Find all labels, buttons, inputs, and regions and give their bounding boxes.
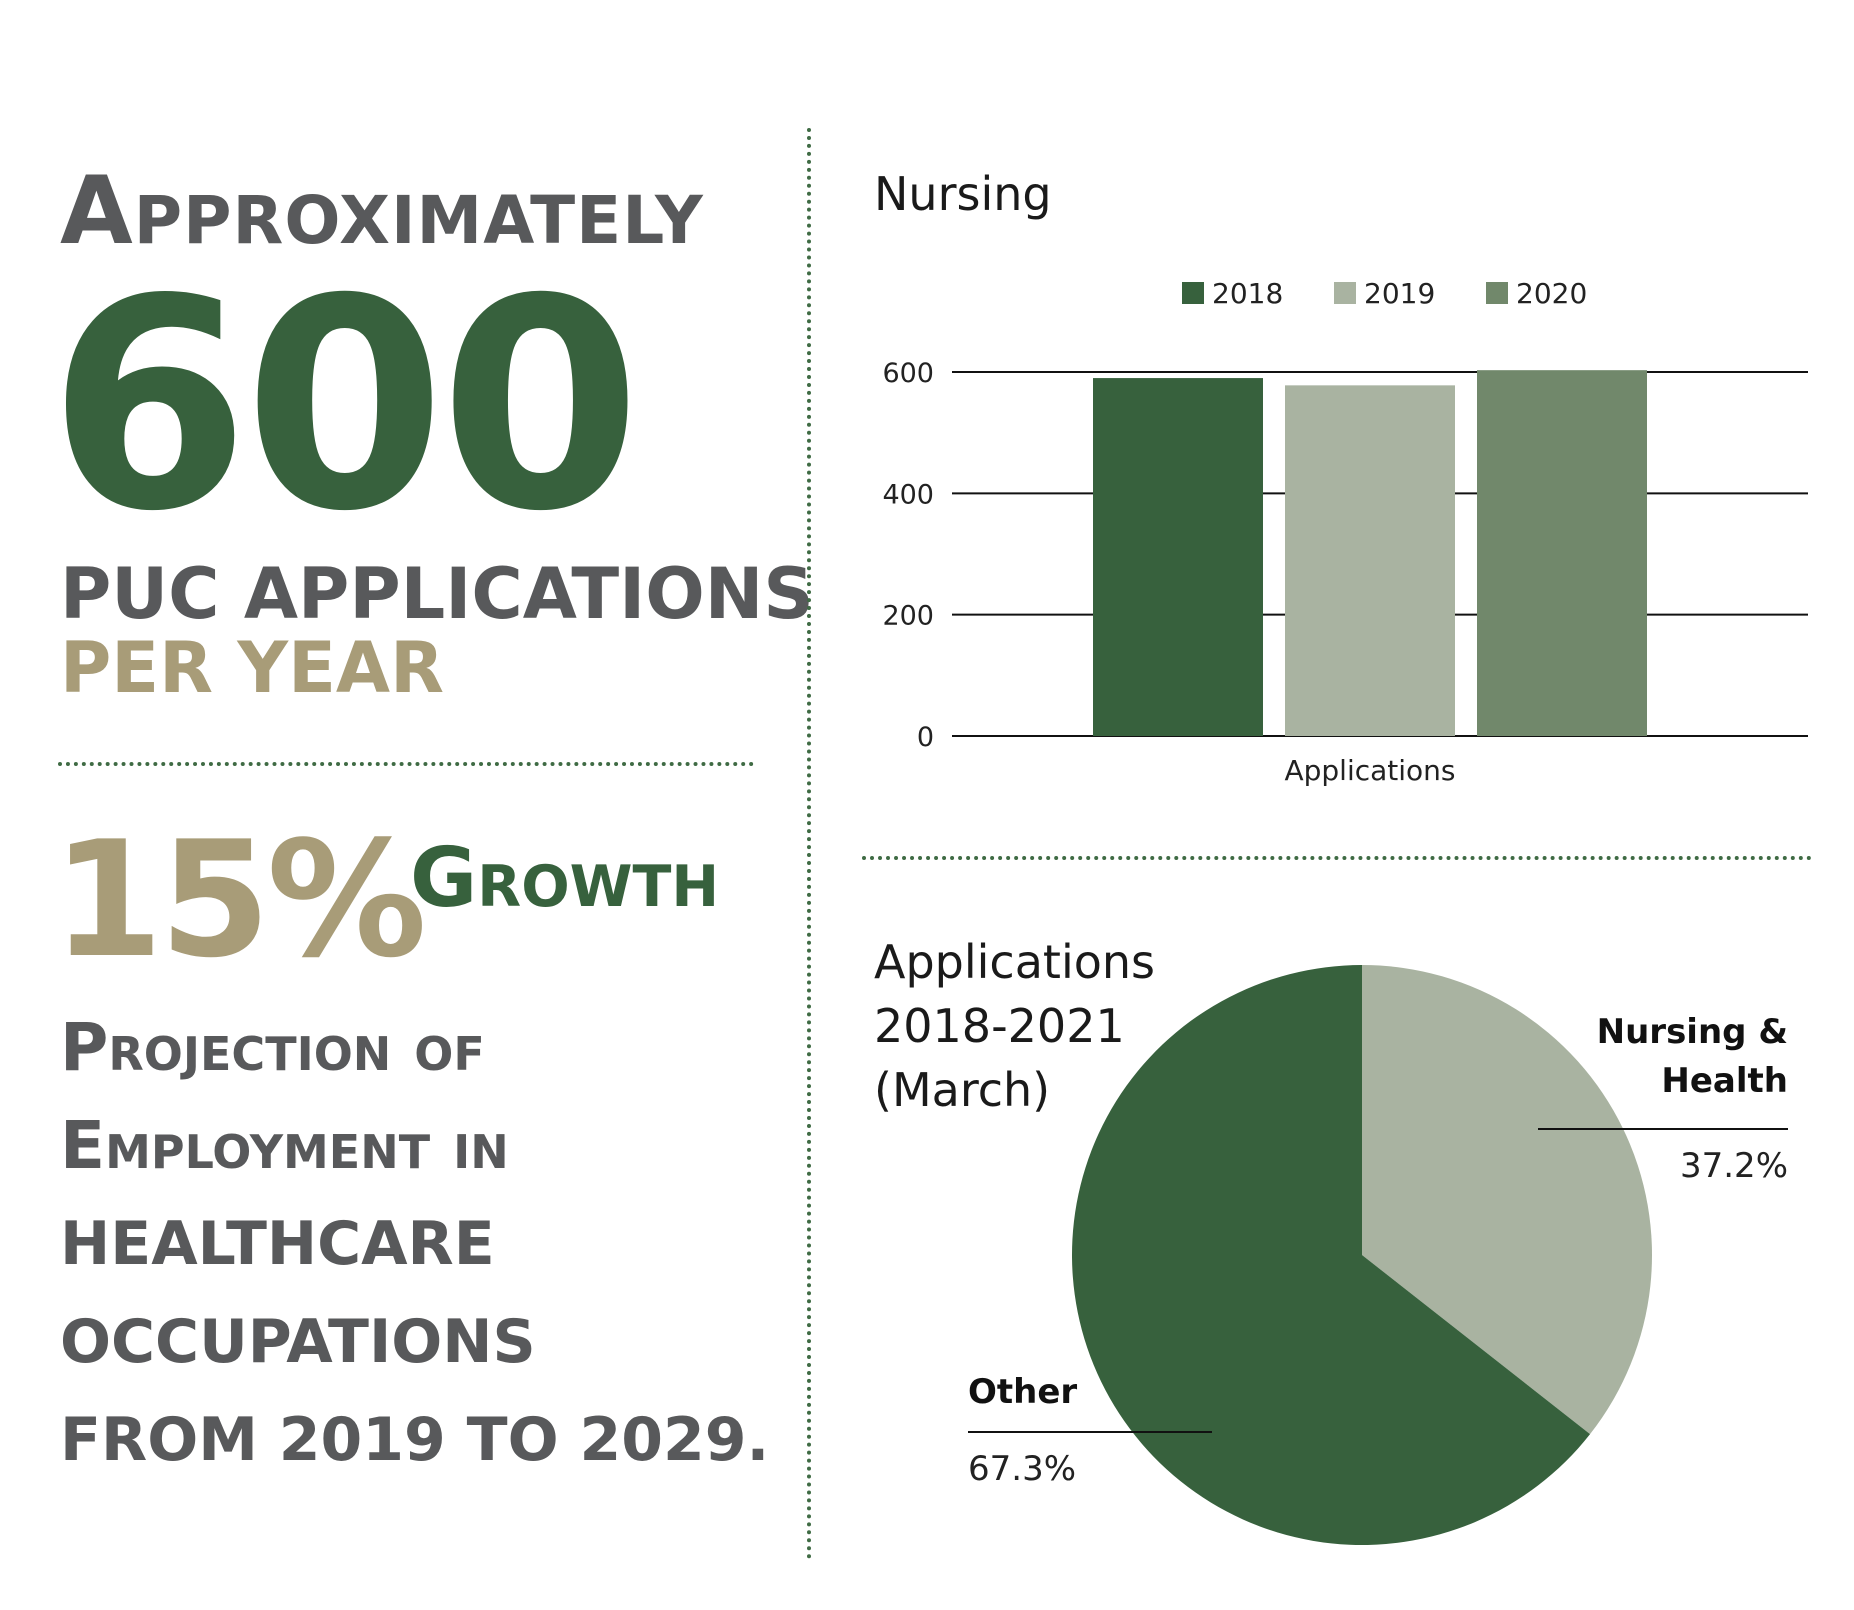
puc-applications-label: PUC APPLICATIONS bbox=[60, 553, 814, 635]
y-tick-label-0: 0 bbox=[917, 722, 934, 753]
pie-chart: Nursing & Health 37.2% Other 67.3% bbox=[968, 965, 1788, 1545]
y-tick-label-200: 200 bbox=[882, 601, 934, 632]
legend-label-2018: 2018 bbox=[1212, 277, 1283, 310]
projection-line-2: Employment in bbox=[60, 1107, 509, 1184]
big-number-600: 600 bbox=[48, 238, 641, 575]
legend-label-2019: 2019 bbox=[1364, 277, 1435, 310]
left-dotted-divider bbox=[58, 762, 754, 766]
right-dotted-divider bbox=[862, 856, 1812, 860]
projection-line-5: FROM 2019 TO 2029. bbox=[60, 1405, 770, 1475]
growth-percent: 15% bbox=[52, 806, 427, 993]
bar-2019 bbox=[1285, 385, 1455, 736]
bar-chart: 2018 2019 2020 0 200 400 600 Applications bbox=[882, 277, 1808, 787]
y-tick-label-400: 400 bbox=[882, 479, 934, 510]
projection-line-4: OCCUPATIONS bbox=[60, 1307, 536, 1377]
pie-title-line-3: (March) bbox=[874, 1063, 1051, 1117]
bar-2020 bbox=[1477, 370, 1647, 736]
pie-title-line-1: Applications bbox=[874, 935, 1155, 989]
growth-label: Growth bbox=[410, 831, 720, 926]
bar-chart-title: Nursing bbox=[874, 167, 1052, 221]
legend-swatch-2018 bbox=[1182, 282, 1204, 304]
pie-label-nursing-line-2: Health bbox=[1661, 1061, 1788, 1101]
per-year-label: PER YEAR bbox=[60, 627, 444, 709]
pie-title-line-2: 2018-2021 bbox=[874, 999, 1125, 1053]
legend-swatch-2019 bbox=[1334, 282, 1356, 304]
bar-2018 bbox=[1093, 378, 1263, 736]
vertical-dotted-divider bbox=[807, 128, 811, 1560]
approximately-label: Approximately bbox=[60, 157, 704, 266]
x-category-label: Applications bbox=[1284, 754, 1455, 787]
pie-chart-title: Applications 2018-2021 (March) bbox=[874, 930, 1155, 1122]
projection-line-3: HEALTHCARE bbox=[60, 1209, 495, 1279]
y-tick-label-600: 600 bbox=[882, 358, 934, 389]
projection-line-1: Projection of bbox=[60, 1009, 485, 1086]
legend-swatch-2020 bbox=[1486, 282, 1508, 304]
pie-value-other: 67.3% bbox=[968, 1449, 1076, 1489]
pie-slice-other bbox=[1071, 965, 1591, 1545]
pie-label-nursing-line-1: Nursing & bbox=[1597, 1012, 1788, 1052]
pie-value-nursing: 37.2% bbox=[1680, 1146, 1788, 1186]
legend-label-2020: 2020 bbox=[1516, 277, 1587, 310]
pie-label-other: Other bbox=[968, 1372, 1077, 1412]
pie-slice-nursing-health bbox=[1362, 965, 1652, 1435]
